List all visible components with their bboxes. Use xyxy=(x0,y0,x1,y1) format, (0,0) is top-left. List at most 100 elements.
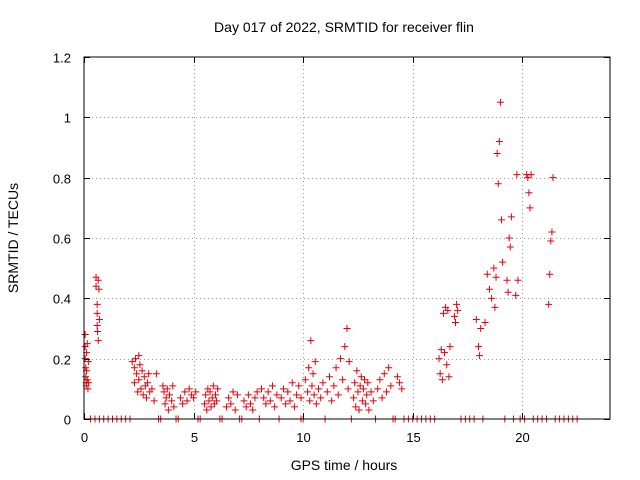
data-point xyxy=(362,400,370,408)
data-point xyxy=(385,364,393,372)
data-point xyxy=(351,379,359,387)
data-point xyxy=(301,376,309,384)
data-points xyxy=(81,98,581,423)
data-point xyxy=(212,391,219,399)
data-point xyxy=(436,370,444,378)
data-point xyxy=(161,400,169,408)
chart-title: Day 017 of 2022, SRMTID for receiver fli… xyxy=(214,19,474,35)
data-point xyxy=(207,403,215,411)
data-point xyxy=(475,343,482,351)
data-point xyxy=(152,370,160,378)
data-point xyxy=(262,400,270,408)
data-point xyxy=(290,403,298,411)
data-point xyxy=(359,385,367,393)
data-point xyxy=(132,355,140,363)
data-point xyxy=(231,406,239,414)
data-point xyxy=(284,388,292,396)
data-point xyxy=(164,406,172,414)
data-point xyxy=(332,364,340,372)
data-point xyxy=(288,379,296,387)
data-point xyxy=(229,388,237,396)
data-point xyxy=(282,400,290,408)
data-point xyxy=(315,385,323,393)
data-point xyxy=(240,397,248,405)
data-point xyxy=(268,382,276,390)
data-point xyxy=(374,385,382,393)
data-point xyxy=(94,276,102,284)
x-axis: 0 5 10 15 20 xyxy=(81,57,530,445)
data-point xyxy=(159,382,167,390)
data-point xyxy=(358,397,366,405)
data-point xyxy=(176,394,184,402)
data-point xyxy=(130,379,138,387)
data-point xyxy=(93,309,101,317)
data-point xyxy=(128,358,136,366)
data-point xyxy=(222,403,230,411)
data-point xyxy=(341,343,349,351)
data-point xyxy=(181,388,189,396)
data-point xyxy=(344,385,352,393)
data-point xyxy=(398,385,406,393)
data-point xyxy=(168,397,176,405)
data-point xyxy=(382,388,390,396)
data-point xyxy=(192,388,200,396)
data-point xyxy=(83,340,91,348)
data-point xyxy=(142,394,150,402)
data-point xyxy=(84,385,92,393)
data-point xyxy=(453,300,461,308)
data-point xyxy=(485,285,493,293)
data-point xyxy=(225,394,233,402)
data-point xyxy=(260,394,268,402)
data-point xyxy=(380,370,388,378)
data-point xyxy=(213,397,221,405)
data-point xyxy=(214,385,222,393)
data-point xyxy=(308,382,316,390)
data-point xyxy=(140,373,148,381)
data-point xyxy=(396,379,404,387)
data-point xyxy=(490,264,498,272)
data-point xyxy=(356,382,364,390)
data-point xyxy=(160,388,168,396)
data-point xyxy=(472,315,480,323)
data-point xyxy=(317,394,325,402)
data-point xyxy=(506,243,514,251)
data-point xyxy=(365,406,373,414)
data-point xyxy=(345,358,353,366)
data-point xyxy=(451,318,459,326)
x-tick-label: 0 xyxy=(81,430,88,445)
x-axis-title: GPS time / hours xyxy=(291,457,398,473)
data-point xyxy=(334,391,342,399)
data-point xyxy=(163,385,171,393)
data-point xyxy=(483,270,491,278)
data-point xyxy=(293,391,301,399)
data-point xyxy=(350,394,358,402)
data-point xyxy=(266,397,274,405)
data-point xyxy=(310,391,318,399)
data-point xyxy=(330,382,338,390)
data-point xyxy=(481,318,489,326)
data-point xyxy=(446,343,454,351)
data-point xyxy=(137,385,145,393)
data-point xyxy=(476,352,484,360)
data-point xyxy=(201,400,209,408)
y-tick-label: 0 xyxy=(64,413,71,428)
data-point xyxy=(244,391,252,399)
data-point xyxy=(304,388,312,396)
data-point xyxy=(546,270,554,278)
x-tick-label: 5 xyxy=(191,430,198,445)
data-point xyxy=(496,98,504,106)
data-point xyxy=(545,300,553,308)
data-point xyxy=(493,150,501,158)
data-point xyxy=(309,370,317,378)
data-point xyxy=(323,388,331,396)
data-point xyxy=(185,385,193,393)
data-point xyxy=(364,379,372,387)
data-point xyxy=(369,397,377,405)
data-point xyxy=(339,376,347,384)
data-point xyxy=(512,291,520,299)
data-point xyxy=(144,379,152,387)
data-point xyxy=(504,288,512,296)
x-tick-label: 20 xyxy=(515,430,529,445)
y-tick-label: 0.6 xyxy=(53,232,71,247)
data-point xyxy=(130,364,138,372)
